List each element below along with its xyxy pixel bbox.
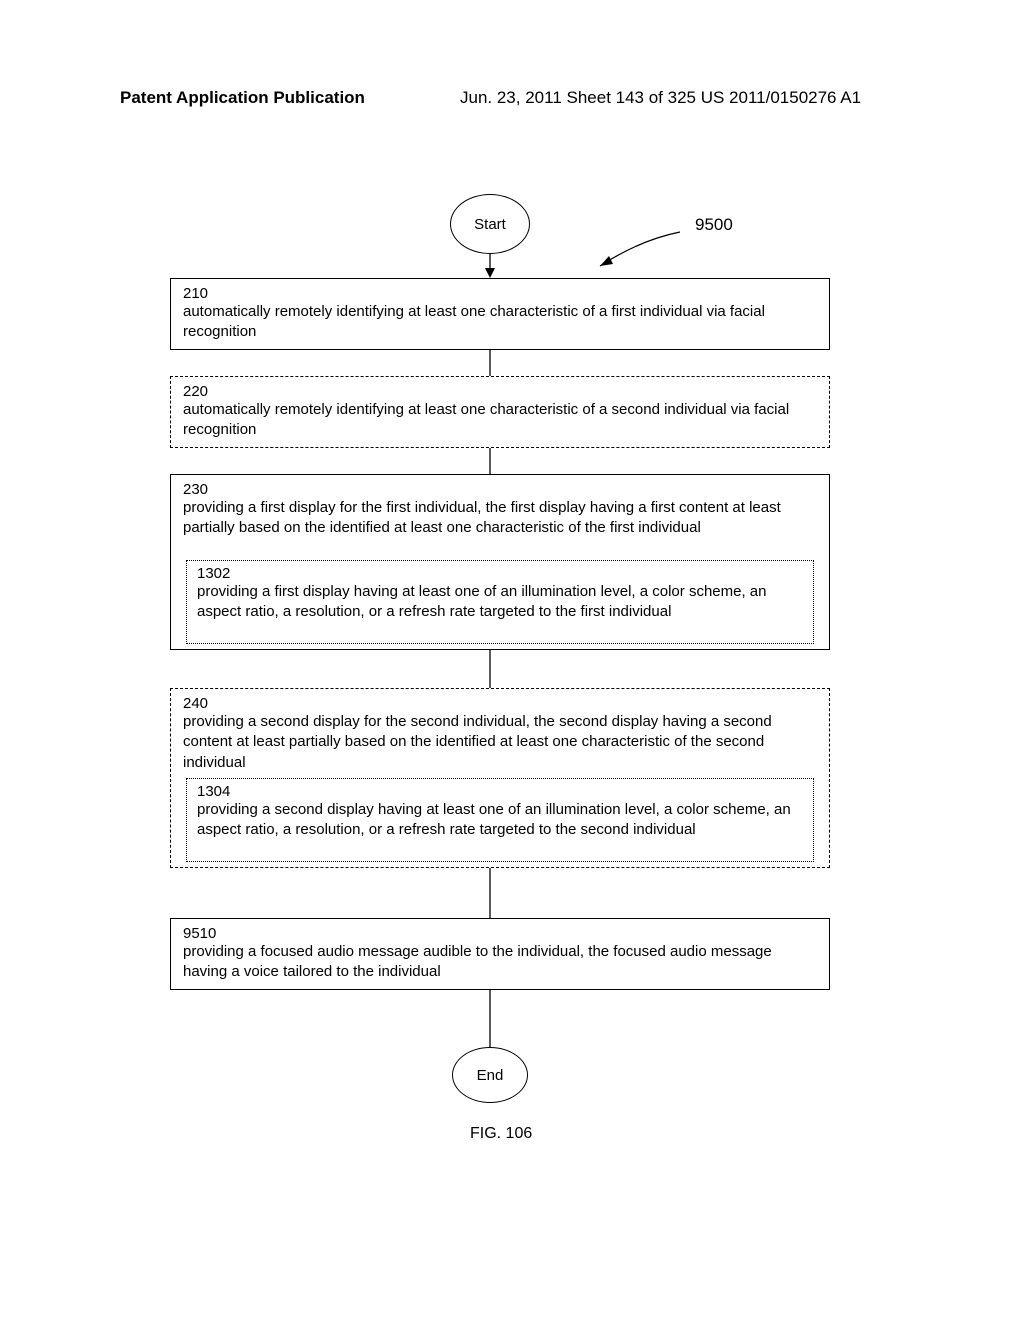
end-label: End [477,1067,504,1084]
flow-end: End [452,1047,528,1103]
connector-9510-end [0,0,1024,1320]
figure-label: FIG. 106 [470,1125,532,1143]
page: Patent Application Publication Jun. 23, … [0,0,1024,1320]
